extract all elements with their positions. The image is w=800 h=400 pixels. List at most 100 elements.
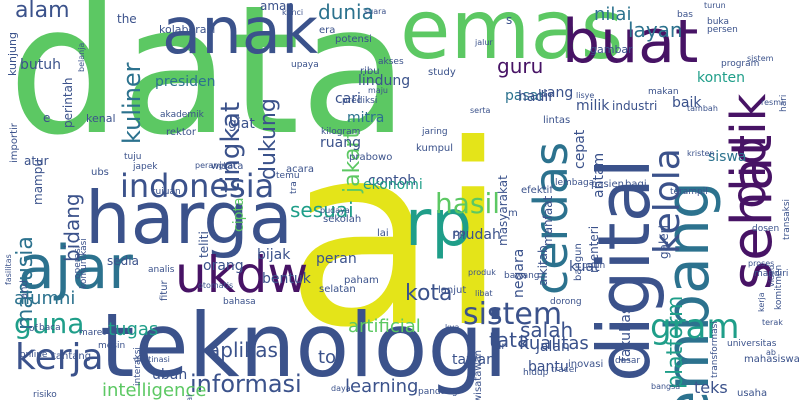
cloud-word: kenal bbox=[86, 112, 116, 125]
cloud-word: kumpul bbox=[416, 143, 454, 154]
cloud-word: salah bbox=[520, 318, 574, 342]
cloud-word: dunia bbox=[318, 0, 374, 24]
cloud-word: upaya bbox=[291, 60, 319, 70]
cloud-word: inovasi bbox=[568, 359, 604, 370]
cloud-word: otomatis bbox=[198, 281, 234, 290]
cloud-word: atur bbox=[24, 154, 49, 168]
cloud-word: resmi bbox=[761, 98, 784, 107]
cloud-word: analis bbox=[148, 265, 175, 275]
cloud-word: teknologi bbox=[100, 294, 508, 397]
cloud-word: mudah bbox=[452, 227, 501, 243]
cloud-word: era bbox=[319, 25, 336, 36]
cloud-word: layan bbox=[628, 18, 683, 42]
cloud-word: kua bbox=[445, 323, 460, 332]
cloud-word: peran bbox=[316, 251, 357, 267]
cloud-word: cepat bbox=[572, 130, 588, 170]
cloud-word: ribu bbox=[360, 66, 380, 77]
cloud-word: gambar bbox=[590, 43, 633, 56]
cloud-word: data bbox=[8, 0, 409, 174]
cloud-word: importir bbox=[9, 122, 20, 163]
cloud-word: tujuan bbox=[152, 187, 181, 197]
cloud-word: video bbox=[767, 264, 776, 287]
cloud-word: mitra bbox=[347, 110, 385, 126]
cloud-word: study bbox=[428, 67, 456, 78]
cloud-word: learning bbox=[345, 376, 419, 397]
cloud-word: mandiri bbox=[754, 269, 789, 279]
cloud-word: guru bbox=[497, 54, 544, 78]
cloud-word: tol bbox=[318, 347, 342, 368]
cloud-word: gram bbox=[650, 307, 740, 347]
cloud-word: aman bbox=[260, 0, 295, 13]
cloud-word: bahasa bbox=[223, 297, 256, 307]
cloud-word: serta bbox=[470, 106, 491, 115]
cloud-word: tantang bbox=[52, 351, 92, 362]
cloud-word: transformasi bbox=[710, 321, 720, 378]
cloud-word: jalan bbox=[536, 339, 570, 355]
cloud-word: kunjung bbox=[6, 31, 19, 76]
cloud-word: galeri bbox=[657, 224, 671, 259]
cloud-word: nilai bbox=[594, 4, 632, 25]
cloud-word: efektif bbox=[521, 185, 553, 196]
cloud-word: kuliner bbox=[118, 62, 146, 145]
cloud-word: putih bbox=[582, 261, 606, 271]
cloud-word: maju bbox=[368, 86, 388, 95]
cloud-word: rp bbox=[405, 187, 472, 261]
cloud-word: maret bbox=[79, 328, 106, 338]
cloud-word: bawang bbox=[504, 271, 540, 281]
cloud-word: kolaborasi bbox=[159, 23, 216, 36]
cloud-word: e bbox=[43, 111, 51, 125]
cloud-word: platform bbox=[663, 295, 688, 390]
cloud-word: ubah bbox=[152, 367, 188, 383]
cloud-word: lintas bbox=[543, 115, 571, 126]
cloud-word: sekolah bbox=[323, 214, 362, 225]
cloud-word: fakultas bbox=[618, 307, 634, 363]
cloud-word: pasien bbox=[591, 179, 624, 190]
cloud-word: aplikasi bbox=[208, 338, 284, 362]
cloud-word: wisatawan bbox=[473, 349, 484, 400]
cloud-word: industri bbox=[612, 99, 658, 113]
cloud-word: teks bbox=[694, 378, 728, 397]
cloud-word: bantu bbox=[528, 359, 569, 375]
cloud-word: manfaat bbox=[541, 195, 555, 247]
cloud-word: buka bbox=[707, 17, 729, 27]
cloud-word: ajar bbox=[18, 233, 133, 303]
cloud-word: produk bbox=[468, 268, 496, 277]
cloud-word: m bbox=[508, 208, 518, 219]
cloud-word: ai bbox=[285, 91, 508, 382]
cloud-word: indonesia bbox=[120, 167, 275, 205]
cloud-word: lisye bbox=[576, 91, 595, 100]
cloud-word: bagi bbox=[625, 179, 647, 190]
cloud-word: sedia bbox=[107, 254, 139, 268]
cloud-word: prabowo bbox=[349, 152, 393, 163]
cloud-word: cari bbox=[335, 91, 361, 107]
cloud-word: bas bbox=[677, 10, 693, 20]
cloud-word: tra bbox=[289, 180, 299, 194]
cloud-word: mampu bbox=[31, 159, 45, 206]
cloud-word: perangkat bbox=[195, 161, 236, 170]
cloud-word: siswa bbox=[708, 149, 747, 165]
cloud-word: libat bbox=[475, 289, 493, 298]
cloud-word: mahasiswa bbox=[744, 354, 800, 365]
cloud-word: kunci bbox=[282, 8, 304, 17]
cloud-word: fitur bbox=[159, 280, 170, 301]
cloud-word: uang bbox=[538, 85, 574, 101]
cloud-word: lembaga bbox=[555, 178, 595, 188]
cloud-word: temu bbox=[276, 171, 300, 181]
cloud-word: hasil bbox=[435, 187, 501, 220]
cloud-word: belanja bbox=[77, 42, 86, 72]
cloud-word: ukdw bbox=[175, 246, 309, 304]
cloud-word: terampil bbox=[670, 187, 708, 197]
cloud-word: alam bbox=[15, 0, 70, 23]
cloud-word: hari bbox=[779, 94, 789, 113]
cloud-word: rektor bbox=[166, 127, 196, 138]
cloud-word: interaksi bbox=[133, 347, 143, 387]
cloud-word: turun bbox=[704, 1, 726, 10]
cloud-word: sistem bbox=[463, 297, 563, 332]
cloud-word: acara bbox=[286, 164, 314, 175]
cloud-word: proses bbox=[748, 259, 775, 268]
cloud-word: ubs bbox=[91, 167, 109, 178]
cloud-word: alumni bbox=[14, 288, 76, 309]
cloud-word: lindung bbox=[358, 73, 411, 89]
cloud-word: kuat bbox=[569, 259, 600, 275]
cloud-word: tugas bbox=[108, 319, 159, 340]
